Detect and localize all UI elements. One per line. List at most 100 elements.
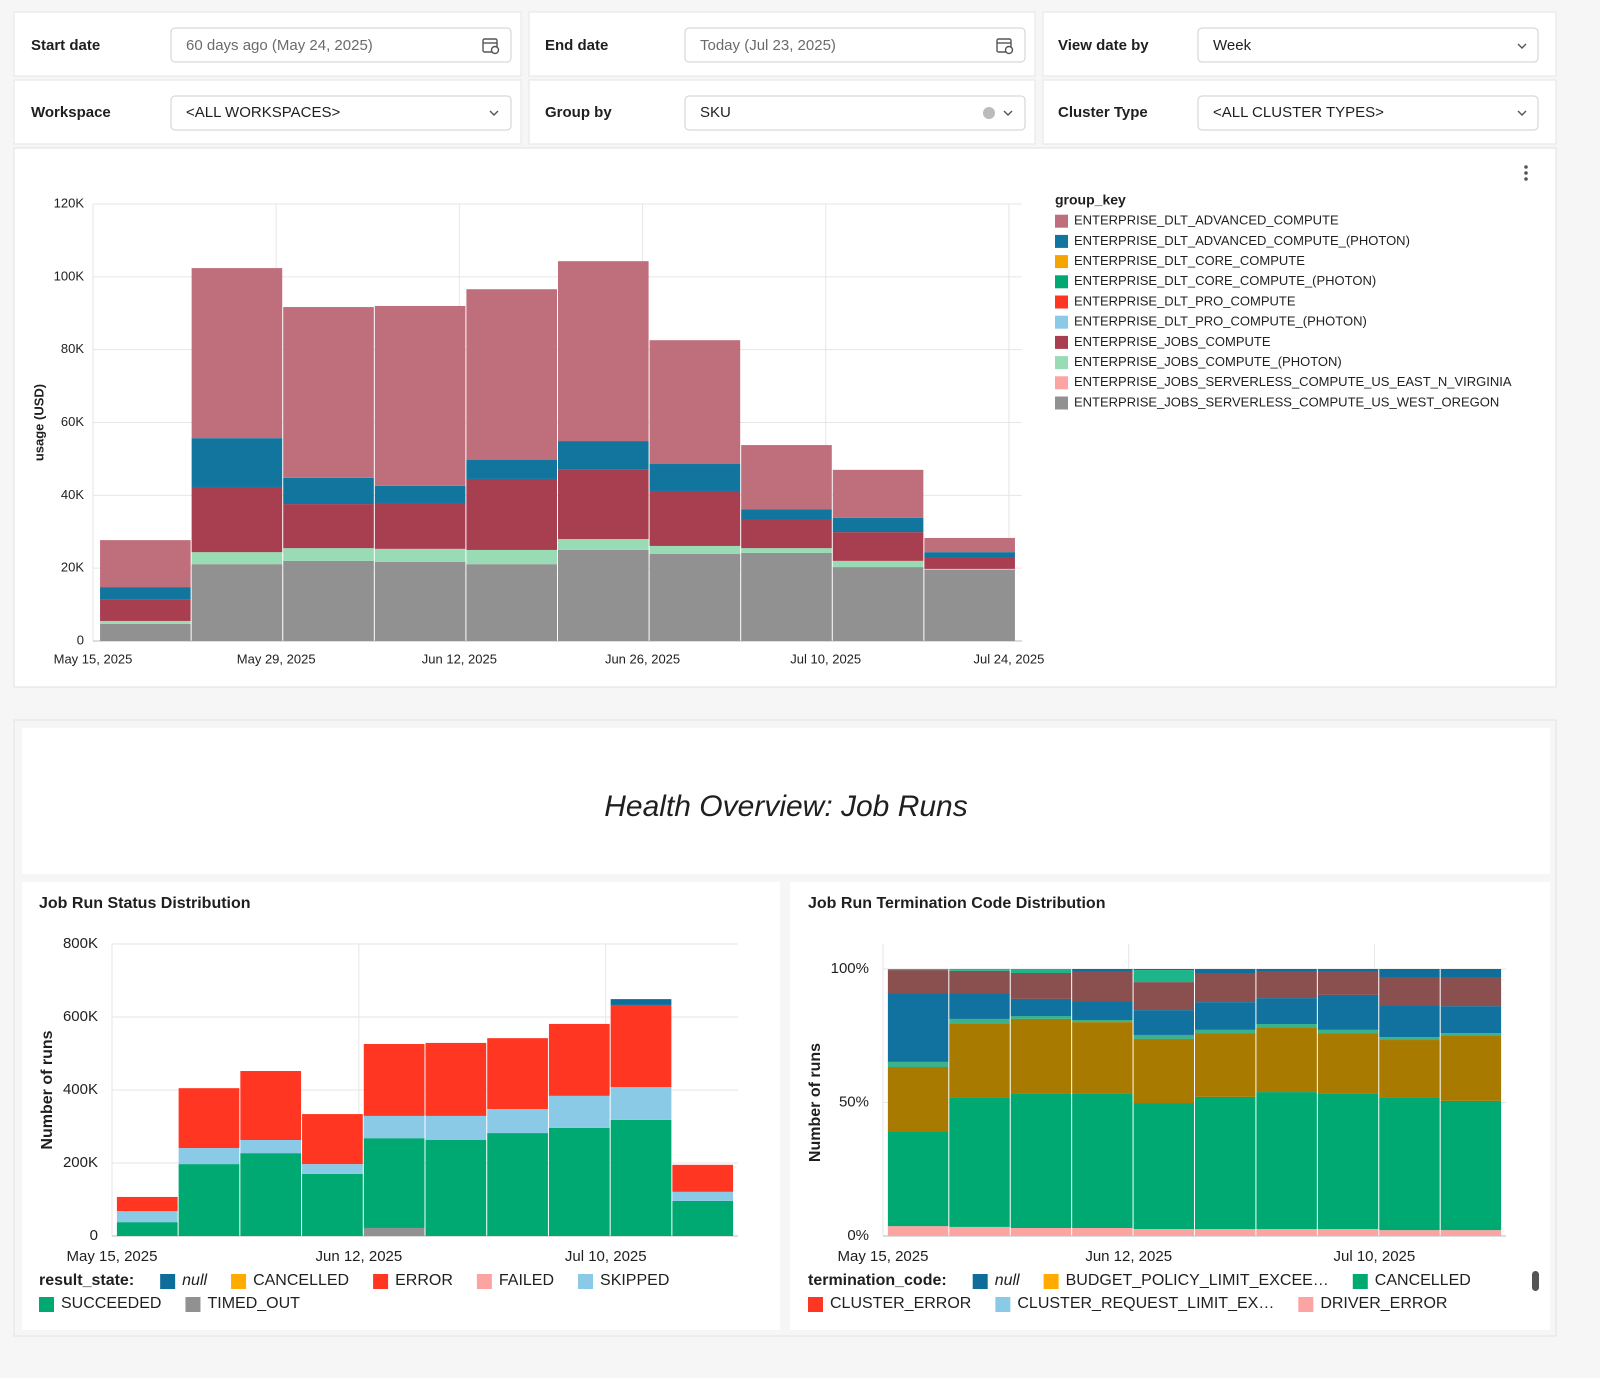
legend-swatch [39, 1297, 54, 1312]
legend-label: CLUSTER_ERROR [830, 1295, 971, 1312]
section-title: Health Overview: Job Runs [604, 790, 968, 823]
bar-segment [887, 969, 949, 971]
bar-segment [302, 1173, 363, 1236]
calendar-icon[interactable] [996, 38, 1014, 55]
bar-segment [283, 560, 374, 641]
bar-segment [741, 445, 832, 510]
y-tick-label: 120K [54, 195, 85, 210]
filters [13, 11, 1557, 145]
bar-segment [425, 1042, 487, 1116]
clear-icon[interactable] [983, 107, 995, 119]
chevron[interactable] [1517, 43, 1527, 49]
bar-segment [1256, 1024, 1317, 1029]
bar-segment [283, 504, 374, 549]
bar-segment [302, 1114, 363, 1165]
x-tick-label: Jun 12, 2025 [1085, 1248, 1172, 1265]
legend-label: ERROR [395, 1272, 453, 1289]
bar-segment [548, 1127, 610, 1236]
dropdown[interactable] [170, 95, 512, 131]
legend-label: DRIVER_ERROR [1320, 1295, 1447, 1312]
bar-segment [949, 969, 1010, 971]
bar-segment [487, 1133, 548, 1236]
chevron[interactable] [1517, 110, 1527, 116]
bar-segment [610, 1119, 672, 1236]
bar-segment [466, 549, 557, 565]
bar-segment [240, 1153, 302, 1236]
bar-segment [832, 532, 924, 561]
bar-segment [100, 620, 191, 624]
date-input[interactable] [684, 27, 1026, 63]
dropdown[interactable] [684, 95, 1026, 131]
bar-segment [1195, 1096, 1256, 1230]
bar-segment [1133, 1038, 1194, 1104]
legend-label: FAILED [499, 1272, 554, 1289]
bar-segment [832, 517, 924, 533]
legend-swatch [995, 1297, 1011, 1312]
bar-segment [178, 1148, 240, 1165]
bar-segment [1133, 1229, 1194, 1236]
bar-segment [741, 519, 832, 549]
bar-segment [363, 1044, 425, 1116]
x-tick-label: May 15, 2025 [67, 1248, 158, 1265]
bar-segment [363, 1227, 425, 1236]
y-axis-label: Number of runs [39, 1030, 56, 1149]
y-axis-label: usage (USD) [31, 384, 46, 461]
bar-segment [240, 1071, 302, 1141]
bar-segment [924, 552, 1015, 558]
bar-segment [374, 561, 466, 641]
bar-segment [887, 993, 949, 1062]
chevron[interactable] [1003, 110, 1013, 116]
kebab-menu[interactable] [1524, 165, 1528, 181]
bar-segment [1317, 994, 1379, 1030]
bar-segment [1440, 969, 1502, 978]
bar-segment [1440, 977, 1502, 1007]
y-tick-label: 40K [61, 487, 84, 502]
bar-segment [283, 477, 374, 505]
bar-segment [100, 599, 191, 621]
scrollbar[interactable] [1532, 1271, 1539, 1291]
bar-segment [191, 486, 283, 553]
calendar-icon[interactable] [482, 38, 500, 55]
bar-segment [949, 970, 1010, 994]
dropdown[interactable] [1197, 95, 1539, 131]
legend-label: ENTERPRISE_JOBS_SERVERLESS_COMPUTE_US_EA… [1074, 374, 1512, 389]
filter-value: <ALL CLUSTER TYPES> [1213, 104, 1384, 121]
dropdown[interactable] [1197, 27, 1539, 63]
chevron[interactable] [489, 110, 499, 116]
bar-segment [466, 564, 557, 641]
filter-label: Workspace [31, 104, 111, 121]
bar-segment [1256, 1229, 1317, 1236]
legend-label: CANCELLED [253, 1272, 349, 1289]
y-tick-label: 50% [839, 1093, 869, 1110]
bar-segment [116, 1196, 178, 1212]
bar-segment [672, 1164, 734, 1192]
bar-segment [558, 549, 649, 641]
legend-swatch [1352, 1274, 1368, 1289]
legend-title: termination_code: [808, 1272, 947, 1289]
legend-swatch [231, 1274, 247, 1289]
bar-segment [1379, 1040, 1440, 1098]
y-tick-label: 0% [847, 1227, 869, 1244]
chart-title: Job Run Termination Code Distribution [808, 895, 1105, 912]
bar-segment [741, 509, 832, 520]
x-tick-label: Jul 10, 2025 [565, 1248, 647, 1265]
bar-segment [1317, 1229, 1379, 1236]
legend-label: ENTERPRISE_DLT_CORE_COMPUTE_(PHOTON) [1074, 273, 1376, 288]
bar-segment [741, 548, 832, 553]
bar-segment [191, 552, 283, 565]
filter-value: 60 days ago (May 24, 2025) [186, 37, 373, 54]
legend-swatch [1055, 335, 1068, 349]
y-tick-label: 100% [831, 960, 869, 977]
date-input[interactable] [170, 27, 512, 63]
bar-segment [1317, 1093, 1379, 1230]
legend-swatch [1043, 1274, 1059, 1289]
bar-segment [1379, 1005, 1440, 1038]
bar-segment [1379, 969, 1440, 978]
bar-segment [649, 553, 741, 641]
legend-label: ENTERPRISE_DLT_ADVANCED_COMPUTE_(PHOTON) [1074, 233, 1410, 248]
bar-segment [425, 1115, 487, 1141]
bar-segment [1195, 1229, 1256, 1236]
bar-segment [1133, 970, 1194, 983]
legend-swatch [972, 1274, 988, 1289]
bar-segment [1072, 1019, 1133, 1023]
